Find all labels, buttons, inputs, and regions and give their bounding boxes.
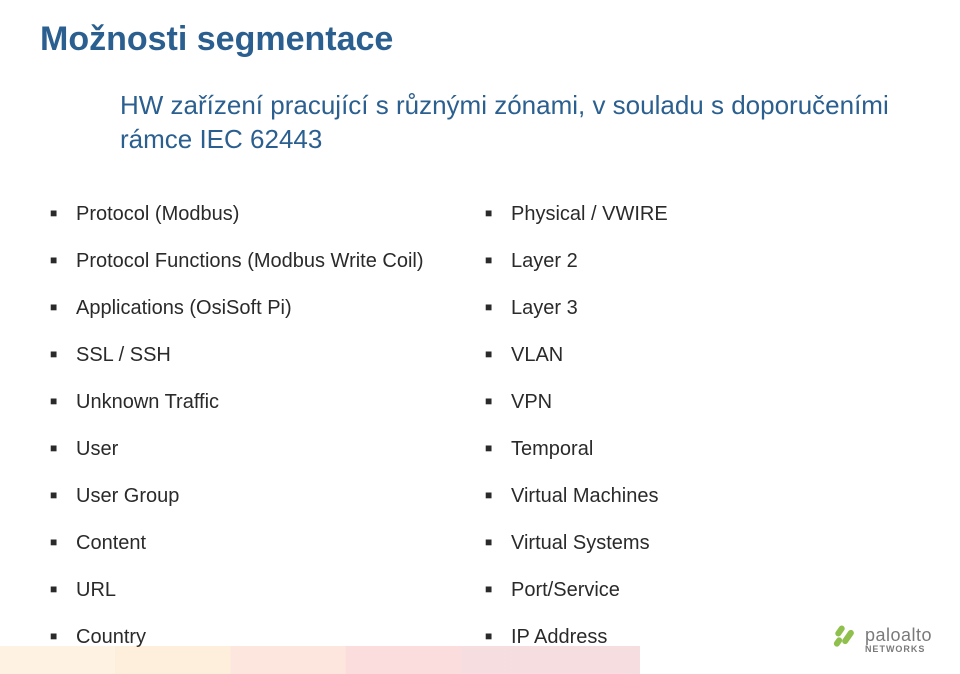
list-item: Unknown Traffic (50, 391, 485, 414)
list-item: User Group (50, 485, 485, 508)
list-item: User (50, 438, 485, 461)
footer-stripe (0, 646, 640, 674)
logo-top-text: paloalto (865, 626, 932, 644)
content-columns: Protocol (Modbus) Protocol Functions (Mo… (50, 203, 920, 673)
list-item: SSL / SSH (50, 344, 485, 367)
list-item: Layer 3 (485, 297, 920, 320)
logo-mark-icon (831, 623, 859, 656)
list-item: Layer 2 (485, 250, 920, 273)
logo-bottom-text: NETWORKS (865, 645, 932, 654)
left-list: Protocol (Modbus) Protocol Functions (Mo… (50, 203, 485, 649)
page-title: Možnosti segmentace (40, 20, 920, 59)
list-item: Virtual Systems (485, 532, 920, 555)
list-item: VPN (485, 391, 920, 414)
right-column: Physical / VWIRE Layer 2 Layer 3 VLAN VP… (485, 203, 920, 673)
left-column: Protocol (Modbus) Protocol Functions (Mo… (50, 203, 485, 673)
list-item: Content (50, 532, 485, 555)
page-subtitle: HW zařízení pracující s různými zónami, … (120, 89, 920, 157)
list-item: Applications (OsiSoft Pi) (50, 297, 485, 320)
list-item: Temporal (485, 438, 920, 461)
list-item: URL (50, 579, 485, 602)
brand-logo: paloalto NETWORKS (831, 623, 932, 656)
logo-text: paloalto NETWORKS (865, 626, 932, 654)
list-item: VLAN (485, 344, 920, 367)
list-item: Port/Service (485, 579, 920, 602)
slide: Možnosti segmentace HW zařízení pracujíc… (0, 0, 960, 674)
list-item: Protocol (Modbus) (50, 203, 485, 226)
list-item: Physical / VWIRE (485, 203, 920, 226)
right-list: Physical / VWIRE Layer 2 Layer 3 VLAN VP… (485, 203, 920, 649)
list-item: Protocol Functions (Modbus Write Coil) (50, 250, 485, 273)
list-item: Virtual Machines (485, 485, 920, 508)
